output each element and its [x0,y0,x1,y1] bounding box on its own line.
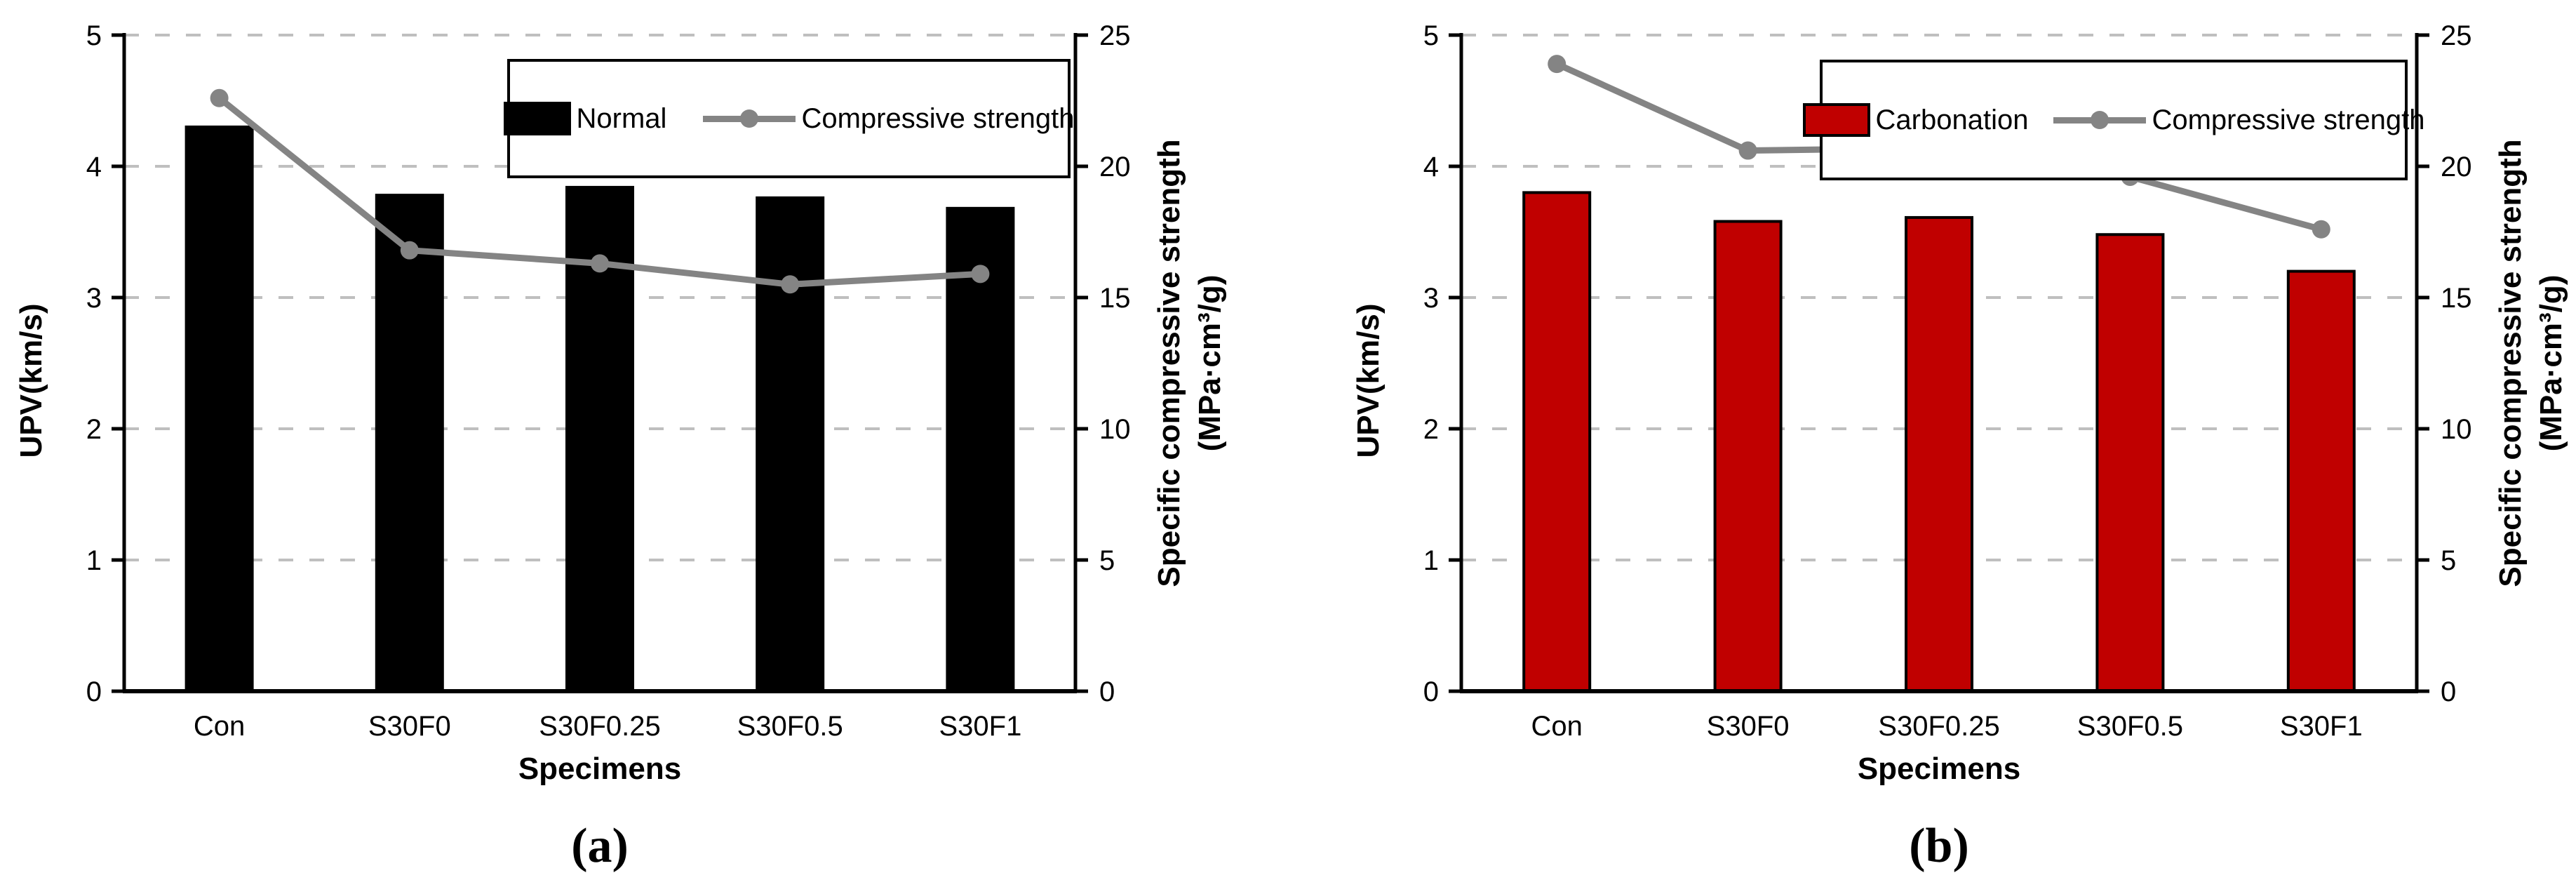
left-tick-label-3: 3 [86,283,102,314]
left-tick-label-1: 1 [1423,545,1439,576]
left-axis-title: UPV(km/s) [14,303,48,458]
bar-a-S30F0.5 [756,196,825,693]
left-tick-label-0: 0 [86,676,102,707]
bar-b-S30F0.5 [2095,233,2165,693]
x-tick-label-S30F0.5: S30F0.5 [737,711,843,742]
legend-item-compressive-strength: Compressive strength [703,105,1074,133]
bar-b-S30F1 [2286,269,2356,693]
marker-a-S30F0.5 [781,275,800,294]
right-tick-label-15: 15 [2441,283,2472,314]
legend-item-normal: Normal [503,102,667,135]
legend-label-carbonation: Carbonation [1875,105,2029,135]
right-axis-title-line1: Specific compressive strength [2493,139,2528,587]
left-tick-label-5: 5 [86,20,102,51]
bar-a-S30F0 [375,194,444,693]
right-tick-label-25: 25 [1099,20,1131,51]
left-tick-label-2: 2 [86,414,102,445]
left-tick-label-3: 3 [1423,283,1439,314]
legend-label-compressive-strength: Compressive strength [2152,105,2425,135]
marker-a-S30F0 [400,241,419,260]
left-tick-label-1: 1 [86,545,102,576]
legend-label-compressive-strength: Compressive strength [801,103,1075,134]
right-tick-label-5: 5 [2441,545,2456,576]
left-tick-label-5: 5 [1423,20,1439,51]
right-tick-label-10: 10 [1099,414,1131,445]
panel-caption: (a) [571,819,629,873]
x-axis-title: Specimens [1858,752,2020,786]
bar-a-Con [185,125,254,693]
right-tick-label-0: 0 [2441,676,2456,707]
line-marker-sample-icon [2053,109,2147,131]
marker-b-S30F1 [2312,220,2330,239]
legend-item-compressive-strength: Compressive strength [2053,105,2425,135]
right-axis-title-line2: (MPa·cm³/g) [1193,275,1227,452]
line-marker-sample-icon [703,108,796,129]
bar-b-S30F0.25 [1905,215,1973,693]
panel-b: 0 1 2 3 4 5 0 5 10 15 20 25 Con S30F0 S30F0.25 S30F0.5 S… [1288,0,2576,887]
right-tick-label-15: 15 [1099,283,1131,314]
carbonation-swatch [1802,103,1870,137]
left-axis-title: UPV(km/s) [1351,303,1386,458]
right-tick-label-0: 0 [1099,676,1115,707]
x-tick-label-S30F0.25: S30F0.25 [1878,711,1999,742]
legend-label-normal: Normal [576,103,667,134]
x-tick-label-S30F0: S30F0 [1707,711,1790,742]
x-tick-label-S30F1: S30F1 [939,711,1021,742]
right-tick-label-20: 20 [1099,152,1131,182]
x-tick-label-Con: Con [194,711,245,742]
right-tick-label-10: 10 [2441,414,2472,445]
legend-item-carbonation: Carbonation [1802,103,2029,137]
x-tick-label-S30F0.5: S30F0.5 [2077,711,2183,742]
right-axis-title-line2: (MPa·cm³/g) [2534,275,2568,452]
x-tick-label-S30F1: S30F1 [2280,711,2363,742]
marker-a-Con [210,88,229,107]
panel-caption: (b) [1909,819,1969,873]
left-tick-label-4: 4 [1423,152,1439,182]
bar-b-Con [1522,191,1592,693]
left-tick-label-2: 2 [1423,414,1439,445]
right-axis-title-line1: Specific compressive strength [1152,139,1186,587]
marker-a-S30F1 [971,265,990,284]
x-tick-label-S30F0.25: S30F0.25 [539,711,660,742]
x-axis-title: Specimens [518,752,681,786]
left-tick-label-0: 0 [1423,676,1439,707]
bar-b-S30F0 [1713,220,1783,693]
panel-a: 0 1 2 3 4 5 0 5 10 15 20 25 Con S30F0 S30F0.25 S30F0.5 S… [14,20,1227,873]
x-tick-label-Con: Con [1531,711,1583,742]
legend-a: Normal Compressive strength [503,59,1074,178]
marker-b-Con [1548,55,1567,74]
right-tick-label-20: 20 [2441,152,2472,182]
x-tick-label-S30F0: S30F0 [368,711,451,742]
marker-a-S30F0.25 [591,254,609,273]
right-tick-label-25: 25 [2441,20,2472,51]
normal-swatch [503,102,571,135]
legend-b: Carbonation Compressive strength [1802,60,2425,180]
right-tick-label-5: 5 [1099,545,1115,576]
chart-a-canvas: 0 1 2 3 4 5 0 5 10 15 20 25 Con S30F0 S30F0.25 S30F0.5 S… [14,20,1227,873]
marker-b-S30F0 [1738,141,1757,160]
chart-b-canvas: 0 1 2 3 4 5 0 5 10 15 20 25 Con S30F0 S30F0.25 S30F0.5 S… [1351,20,2568,873]
left-tick-label-4: 4 [86,152,102,182]
